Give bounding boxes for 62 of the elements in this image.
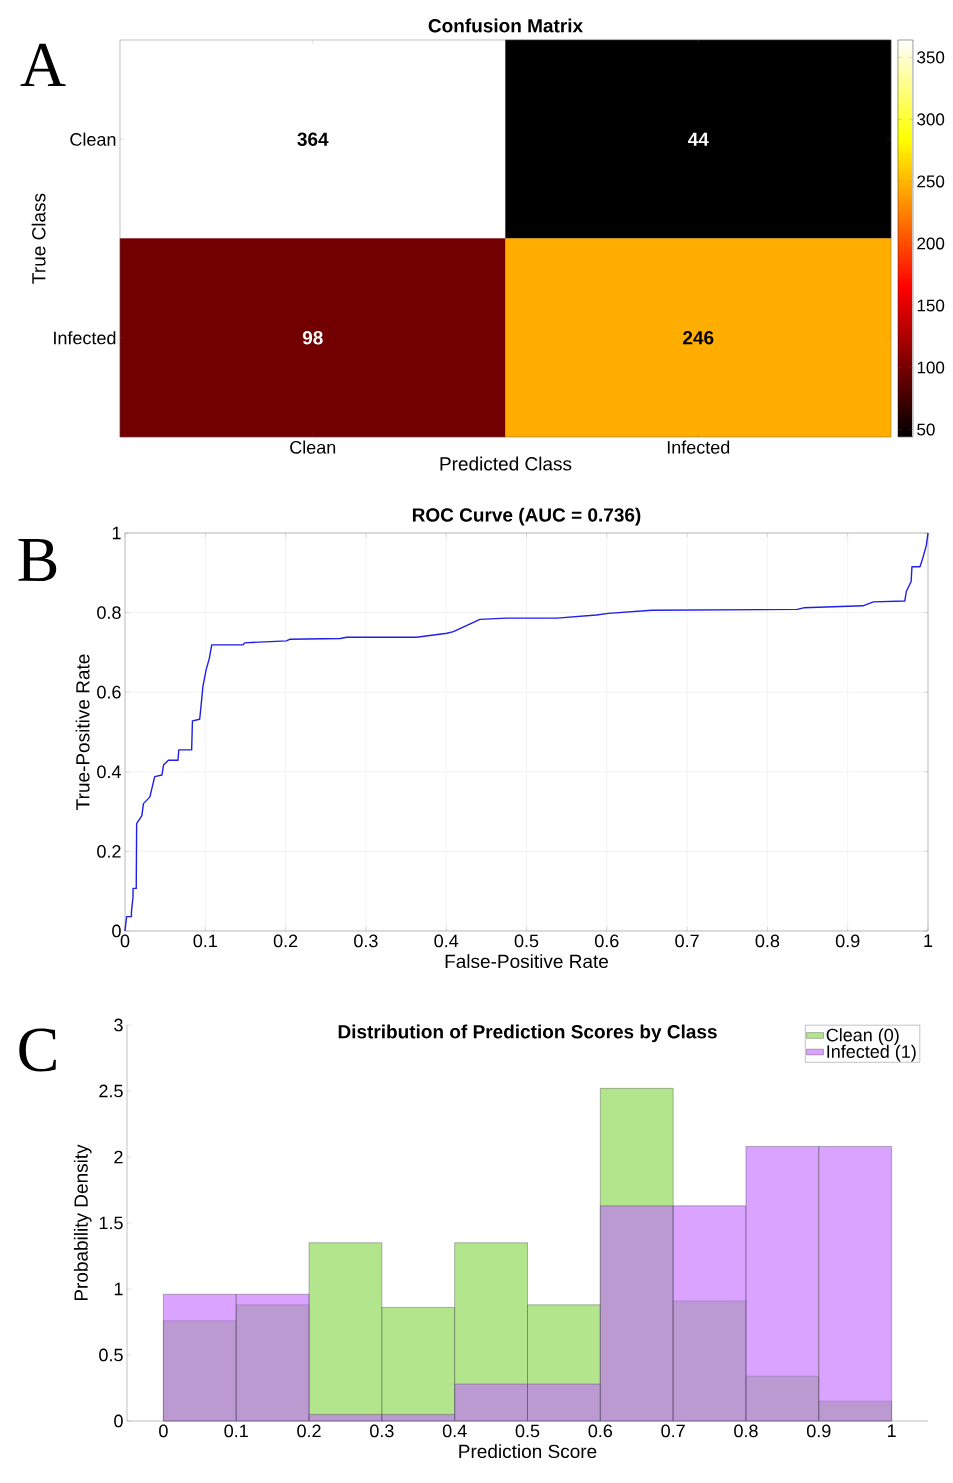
x-tick-label: 0 [159,1424,168,1438]
legend-label: Infected (1) [827,1044,916,1062]
y-tick-label: 1 [112,526,121,540]
x-tick-label: 0.5 [514,934,539,948]
x-tick-label: 0.3 [370,1424,394,1438]
x-tick-label: 1 [887,1424,896,1437]
x-tick-label: 0.6 [588,1424,613,1438]
y-tick-label: Infected [54,331,116,345]
y-tick-label: 0 [112,924,121,938]
x-axis-title: False-Positive Rate [445,954,608,969]
chart-title: Confusion Matrix [428,18,583,33]
x-tick-label: 0.2 [273,934,298,948]
color-bar-label: 300 [917,113,945,126]
x-axis-title: Predicted Class [440,456,572,471]
text: A [20,43,66,87]
chart-title: Distribution of Prediction Scores by Class [338,1024,717,1043]
y-tick-label: Clean [70,132,116,146]
y-tick-label: 0.8 [97,606,121,619]
color-bar-label: 200 [917,237,945,250]
y-tick-label: 0.5 [99,1348,123,1362]
y-tick-label: 0.4 [97,765,121,779]
x-tick-label: 0.1 [224,1424,248,1438]
x-tick-label: 0.2 [297,1424,321,1438]
legend-label: Clean (0) [826,1028,899,1045]
color-bar-label: 350 [917,51,945,64]
chart-title: ROC Curve (AUC = 0.736) [412,507,641,526]
y-axis-title: True Class [31,193,46,284]
y-tick-label: 1 [114,1282,123,1296]
text: B [18,538,57,582]
y-tick-label: 0.6 [97,685,121,699]
x-tick-label: 0.4 [434,934,459,948]
color-bar-label: 50 [917,423,935,436]
x-tick-label: 0.5 [515,1424,540,1438]
x-tick-label: 1 [924,934,933,947]
y-axis-title: Probability Density [73,1144,92,1301]
x-tick-label: 0.7 [675,934,699,948]
x-tick-label: 0.8 [734,1424,758,1438]
x-tick-label: 0.9 [835,934,860,948]
y-tick-label: 3 [114,1018,123,1032]
y-axis-title: True-Positive Rate [75,654,90,810]
data-label: 246 [683,331,714,345]
x-axis-title: Prediction Score [459,1444,597,1459]
x-tick-label: 0.1 [193,934,217,948]
color-bar-label: 100 [917,361,945,374]
y-tick-label: 0 [114,1414,123,1428]
x-tick-label: 0.6 [595,934,619,948]
color-bar-label: 150 [917,299,945,312]
y-tick-label: 0.2 [97,845,121,858]
color-bar-label: 250 [917,175,945,188]
data-label: 364 [297,132,329,146]
data-label: 44 [687,132,709,146]
x-tick-label: 0.4 [442,1424,467,1438]
line-series [124,532,929,932]
y-tick-label: 2 [114,1150,123,1164]
x-tick-label: 0.7 [661,1424,685,1438]
x-tick-label: 0.8 [755,934,780,948]
y-tick-label: 2.5 [99,1084,123,1098]
y-tick-label: 1.5 [99,1216,123,1230]
data-label: 98 [302,331,323,345]
x-tick-label: 0.9 [806,1424,831,1438]
x-tick-label: 0.3 [354,934,378,948]
text: C [19,1028,56,1072]
